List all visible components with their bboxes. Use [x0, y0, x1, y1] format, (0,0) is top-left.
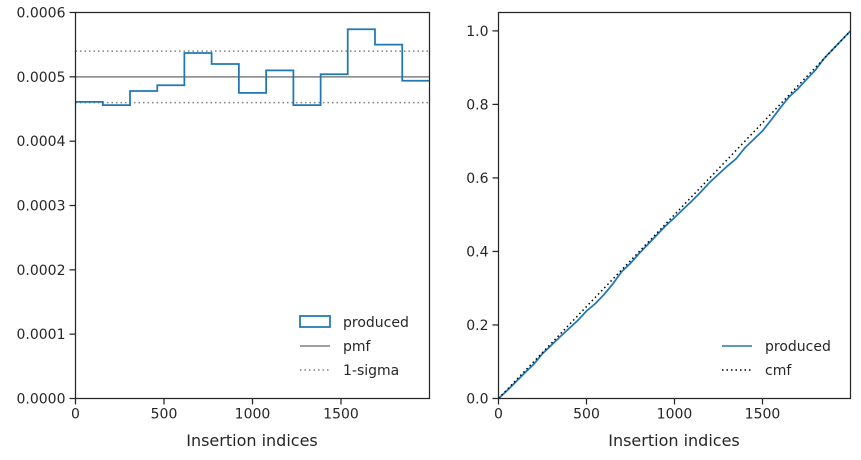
histogram-x-axis-label: Insertion indices — [186, 431, 318, 450]
y-tick-label: 0.2 — [466, 318, 488, 334]
x-tick-label: 0 — [494, 407, 503, 423]
y-tick-label: 0.0001 — [17, 327, 66, 343]
series-cmf — [497, 30, 852, 400]
cumulative-ticks: 0 500 1000 1500 0.0 0.2 0.4 0.6 0.8 1.0 — [466, 24, 780, 423]
x-tick-label: 0 — [71, 407, 80, 423]
legend-label-produced: produced — [765, 339, 831, 355]
x-tick-label: 1500 — [745, 407, 781, 423]
cumulative-plot-area — [497, 30, 852, 400]
histogram-ticks: 0 500 1000 1500 0.0000 0.0001 0.0002 0.0003 0.00… — [17, 6, 359, 423]
legend-label-1-sigma: 1-sigma — [343, 363, 399, 379]
histogram-axes-frame — [74, 11, 431, 400]
y-tick-label: 0.0004 — [17, 134, 66, 150]
cumulative-x-axis-label: Insertion indices — [608, 431, 740, 450]
x-tick-label: 1000 — [657, 407, 693, 423]
x-tick-label: 500 — [573, 407, 600, 423]
legend-label-pmf: pmf — [343, 339, 372, 355]
series-produced — [75, 28, 430, 107]
y-tick-label: 0.4 — [466, 244, 488, 260]
cumulative-panel: 0 500 1000 1500 0.0 0.2 0.4 0.6 0.8 1.0 Insertion… — [466, 11, 852, 450]
y-tick-label: 0.6 — [466, 171, 488, 187]
histogram-panel: 0 500 1000 1500 0.0000 0.0001 0.0002 0.0003 0.00… — [17, 6, 431, 450]
legend-swatch-produced — [299, 315, 331, 328]
x-tick-label: 1000 — [235, 407, 271, 423]
y-tick-label: 0.0002 — [17, 263, 66, 279]
y-tick-label: 0.0006 — [17, 6, 66, 22]
x-tick-label: 500 — [151, 407, 178, 423]
x-tick-label: 1500 — [323, 407, 359, 423]
histogram-legend: produced pmf 1-sigma — [299, 315, 409, 379]
cumulative-legend: produced cmf — [722, 339, 831, 379]
y-tick-label: 0.0003 — [17, 199, 66, 215]
y-tick-label: 0.8 — [466, 97, 488, 113]
legend-label-produced: produced — [343, 315, 409, 331]
series-produced — [497, 30, 852, 400]
y-tick-label: 0.0005 — [17, 70, 66, 86]
histogram-plot-area — [75, 28, 430, 107]
y-tick-label: 0.0000 — [17, 392, 66, 408]
y-tick-label: 0.0 — [466, 392, 488, 408]
legend-label-cmf: cmf — [765, 363, 792, 379]
y-tick-label: 1.0 — [466, 24, 488, 40]
